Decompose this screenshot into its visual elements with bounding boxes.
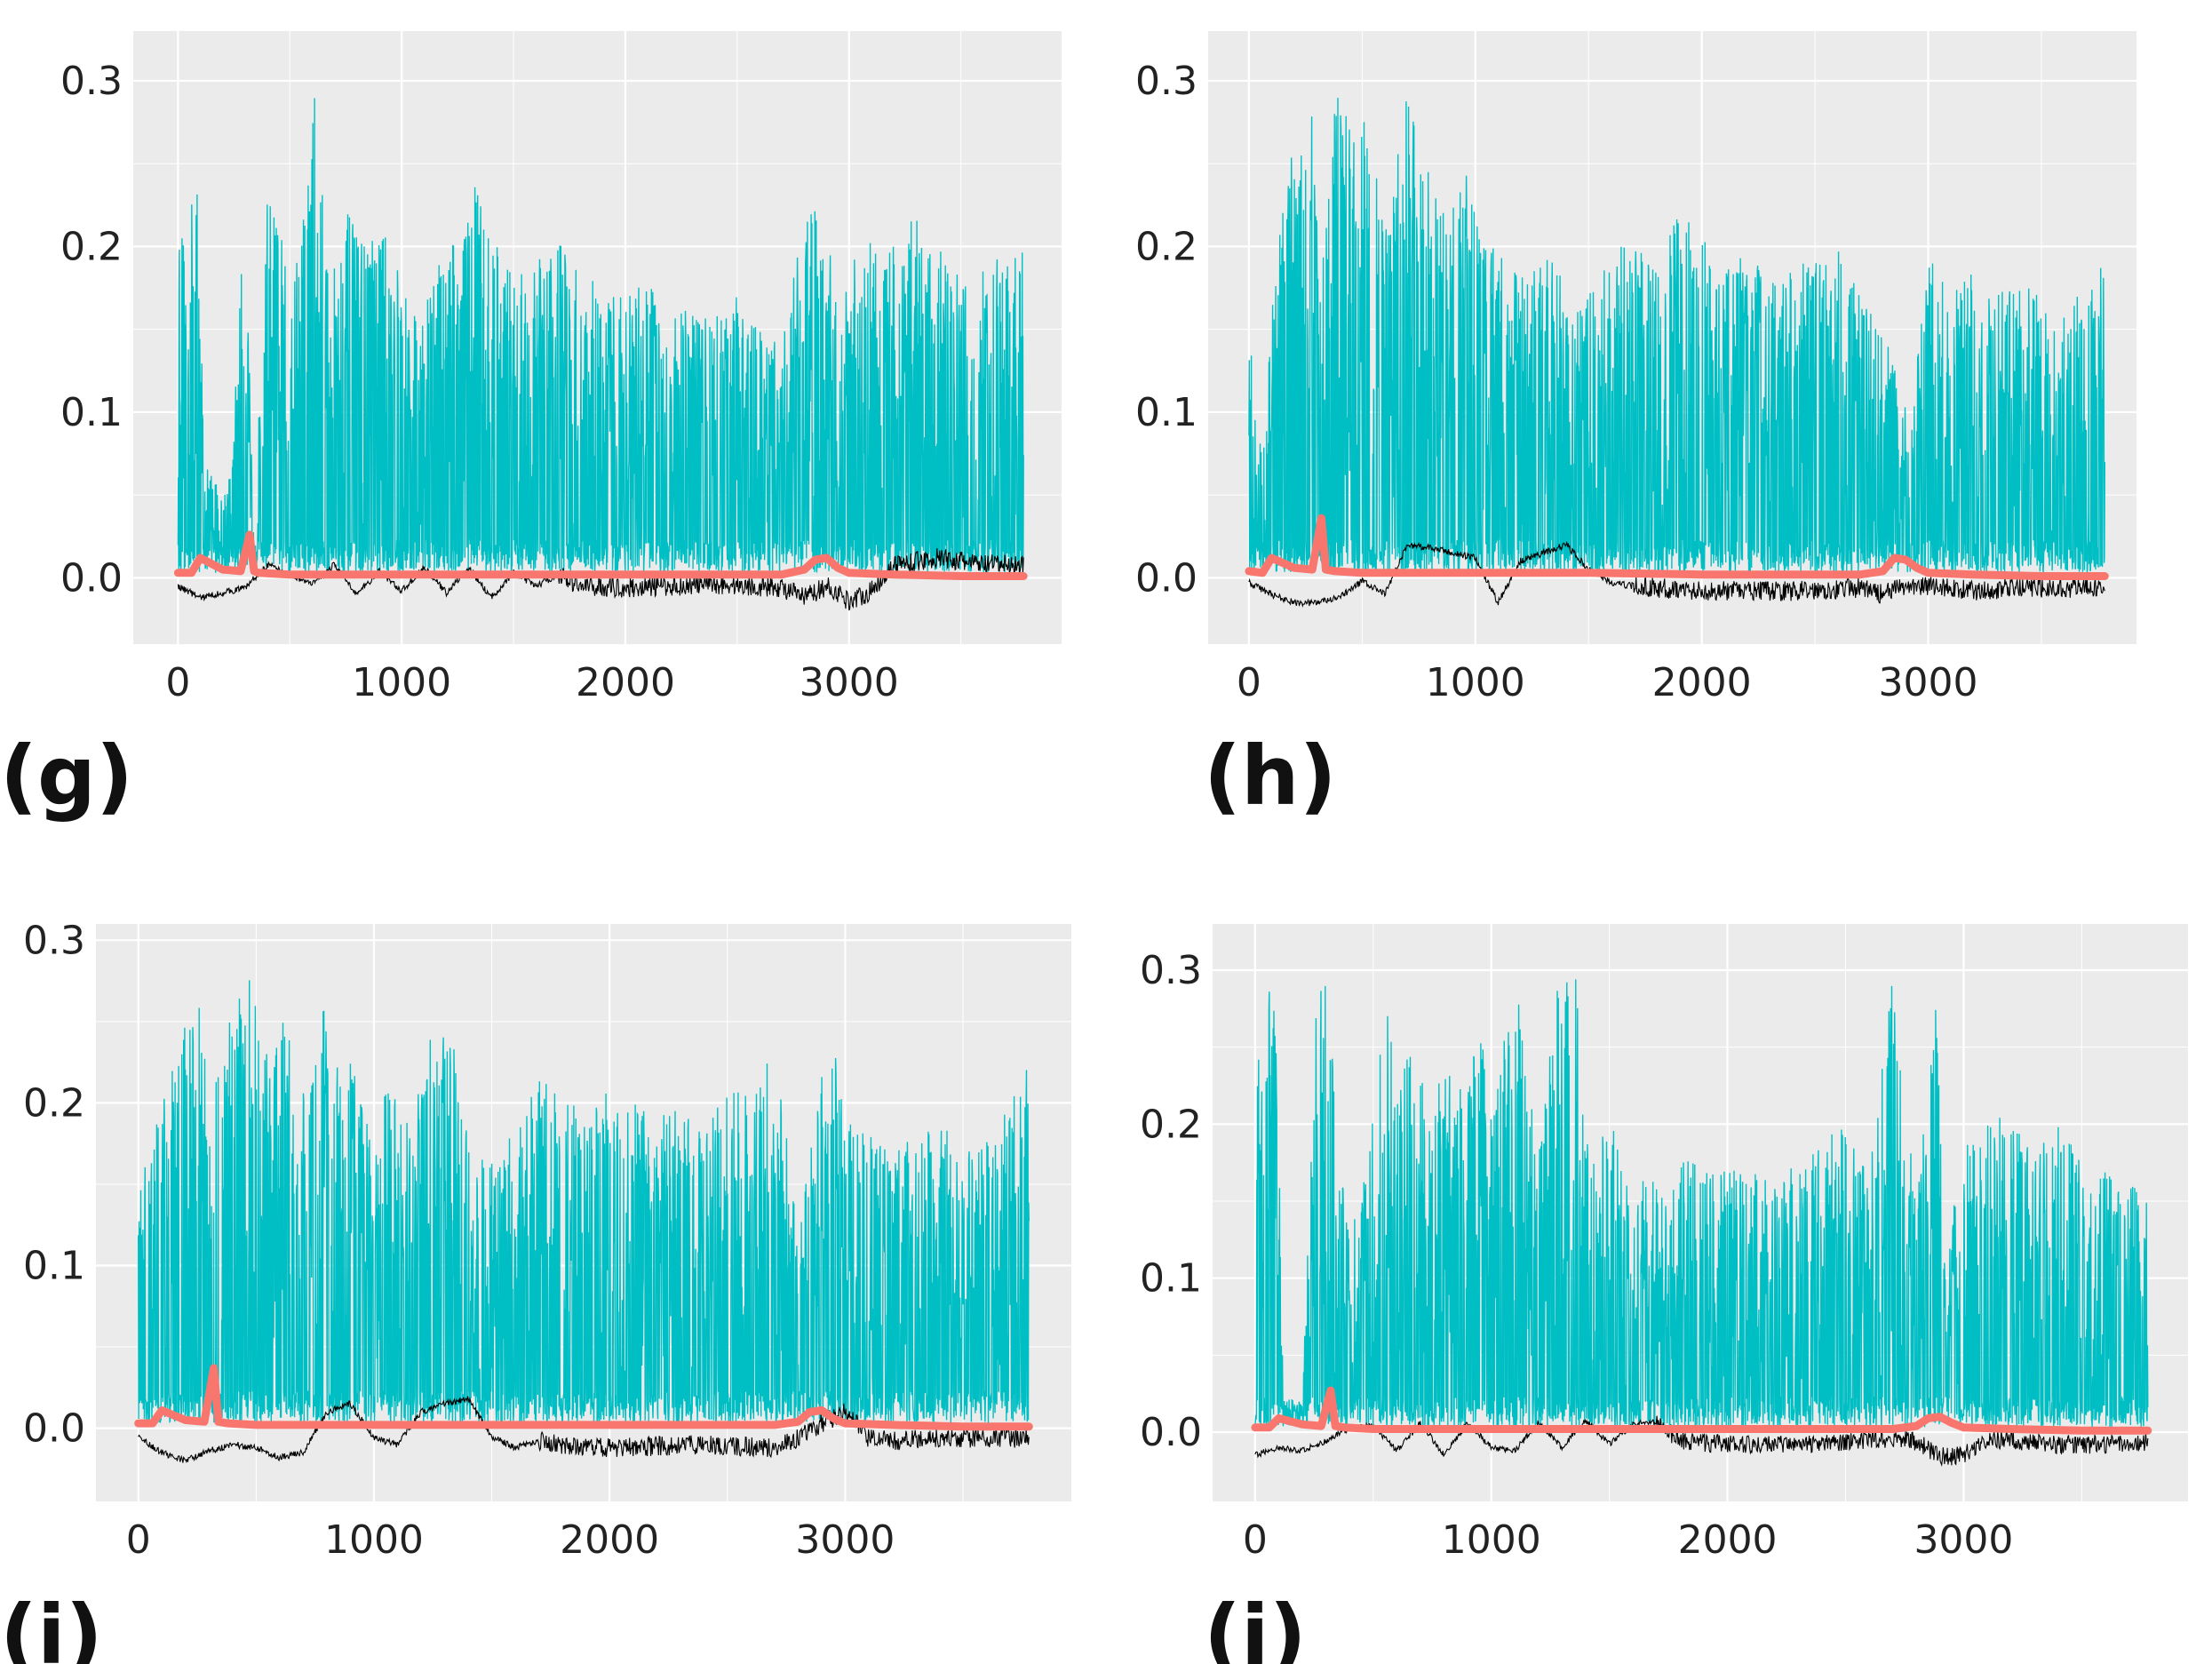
x-tick-label: 3000 [800,660,899,705]
panel-label: (j) [1204,1588,1307,1664]
chart-panel-i: 0.0 0.1 0.2 0.3 0 1000 2000 3000 (i) [0,918,1071,1664]
y-tick-label: 0.2 [60,224,123,269]
series-line-red [173,530,1028,580]
panel-label: (h) [1204,728,1337,824]
x-tick-label: 1000 [324,1517,424,1563]
series-line-red [1251,1386,2152,1435]
x-tick-label: 3000 [1914,1517,2013,1563]
series-line-cyan [138,980,1030,1425]
x-tick-label: 2000 [1652,660,1752,705]
series-line-black [1248,540,2105,608]
series-line-black [177,548,1024,611]
x-tick-label: 0 [1243,1517,1268,1563]
plot-area [173,98,1028,611]
series-line-cyan [177,98,1024,573]
series-line-black [138,1396,1030,1463]
y-tick-label: 0.0 [23,1406,85,1452]
x-tick-label: 0 [126,1517,151,1563]
series-line-red [134,1364,1033,1431]
y-tick-label: 0.3 [1135,59,1198,104]
plot-area [134,980,1033,1463]
chart-panel-j: 0.0 0.1 0.2 0.3 0 1000 2000 3000 (j) [1136,924,2188,1664]
y-tick-label: 0.1 [1140,1256,1202,1302]
series-line-cyan [1248,98,2105,574]
y-tick-label: 0.2 [23,1080,85,1126]
x-tick-label: 0 [1237,660,1261,705]
x-tick-label: 1000 [1426,660,1525,705]
y-tick-label: 0.0 [1140,1410,1202,1455]
plot-area [1251,979,2152,1467]
y-tick-label: 0.3 [1140,948,1202,993]
x-tick-label: 1000 [1442,1517,1541,1563]
y-tick-label: 0.1 [1135,390,1198,435]
y-tick-label: 0.1 [60,390,123,435]
panel-label: (i) [0,1588,103,1664]
y-tick-label: 0.3 [60,59,123,104]
x-tick-label: 3000 [795,1517,895,1563]
series-line-cyan [1254,979,2149,1429]
chart-panel-g: 0.0 0.1 0.2 0.3 0 1000 2000 3000 (g) [0,31,1062,824]
x-tick-label: 1000 [352,660,451,705]
panel-label: (g) [0,728,133,824]
y-tick-label: 0.2 [1140,1102,1202,1147]
y-tick-label: 0.0 [1135,555,1198,601]
y-tick-label: 0.1 [23,1244,85,1289]
chart-panel-h: 0.0 0.1 0.2 0.3 0 1000 2000 3000 (h) [1134,31,2136,824]
y-tick-label: 0.2 [1135,224,1198,269]
x-tick-label: 3000 [1879,660,1978,705]
series-line-red [1245,514,2109,580]
y-tick-label: 0.0 [60,555,123,601]
x-tick-label: 2000 [576,660,675,705]
series-line-black [1254,1415,2149,1467]
x-tick-label: 2000 [560,1517,659,1563]
x-tick-label: 0 [165,660,190,705]
x-tick-label: 2000 [1678,1517,1778,1563]
y-tick-label: 0.3 [23,918,85,963]
plot-area [1245,98,2109,608]
